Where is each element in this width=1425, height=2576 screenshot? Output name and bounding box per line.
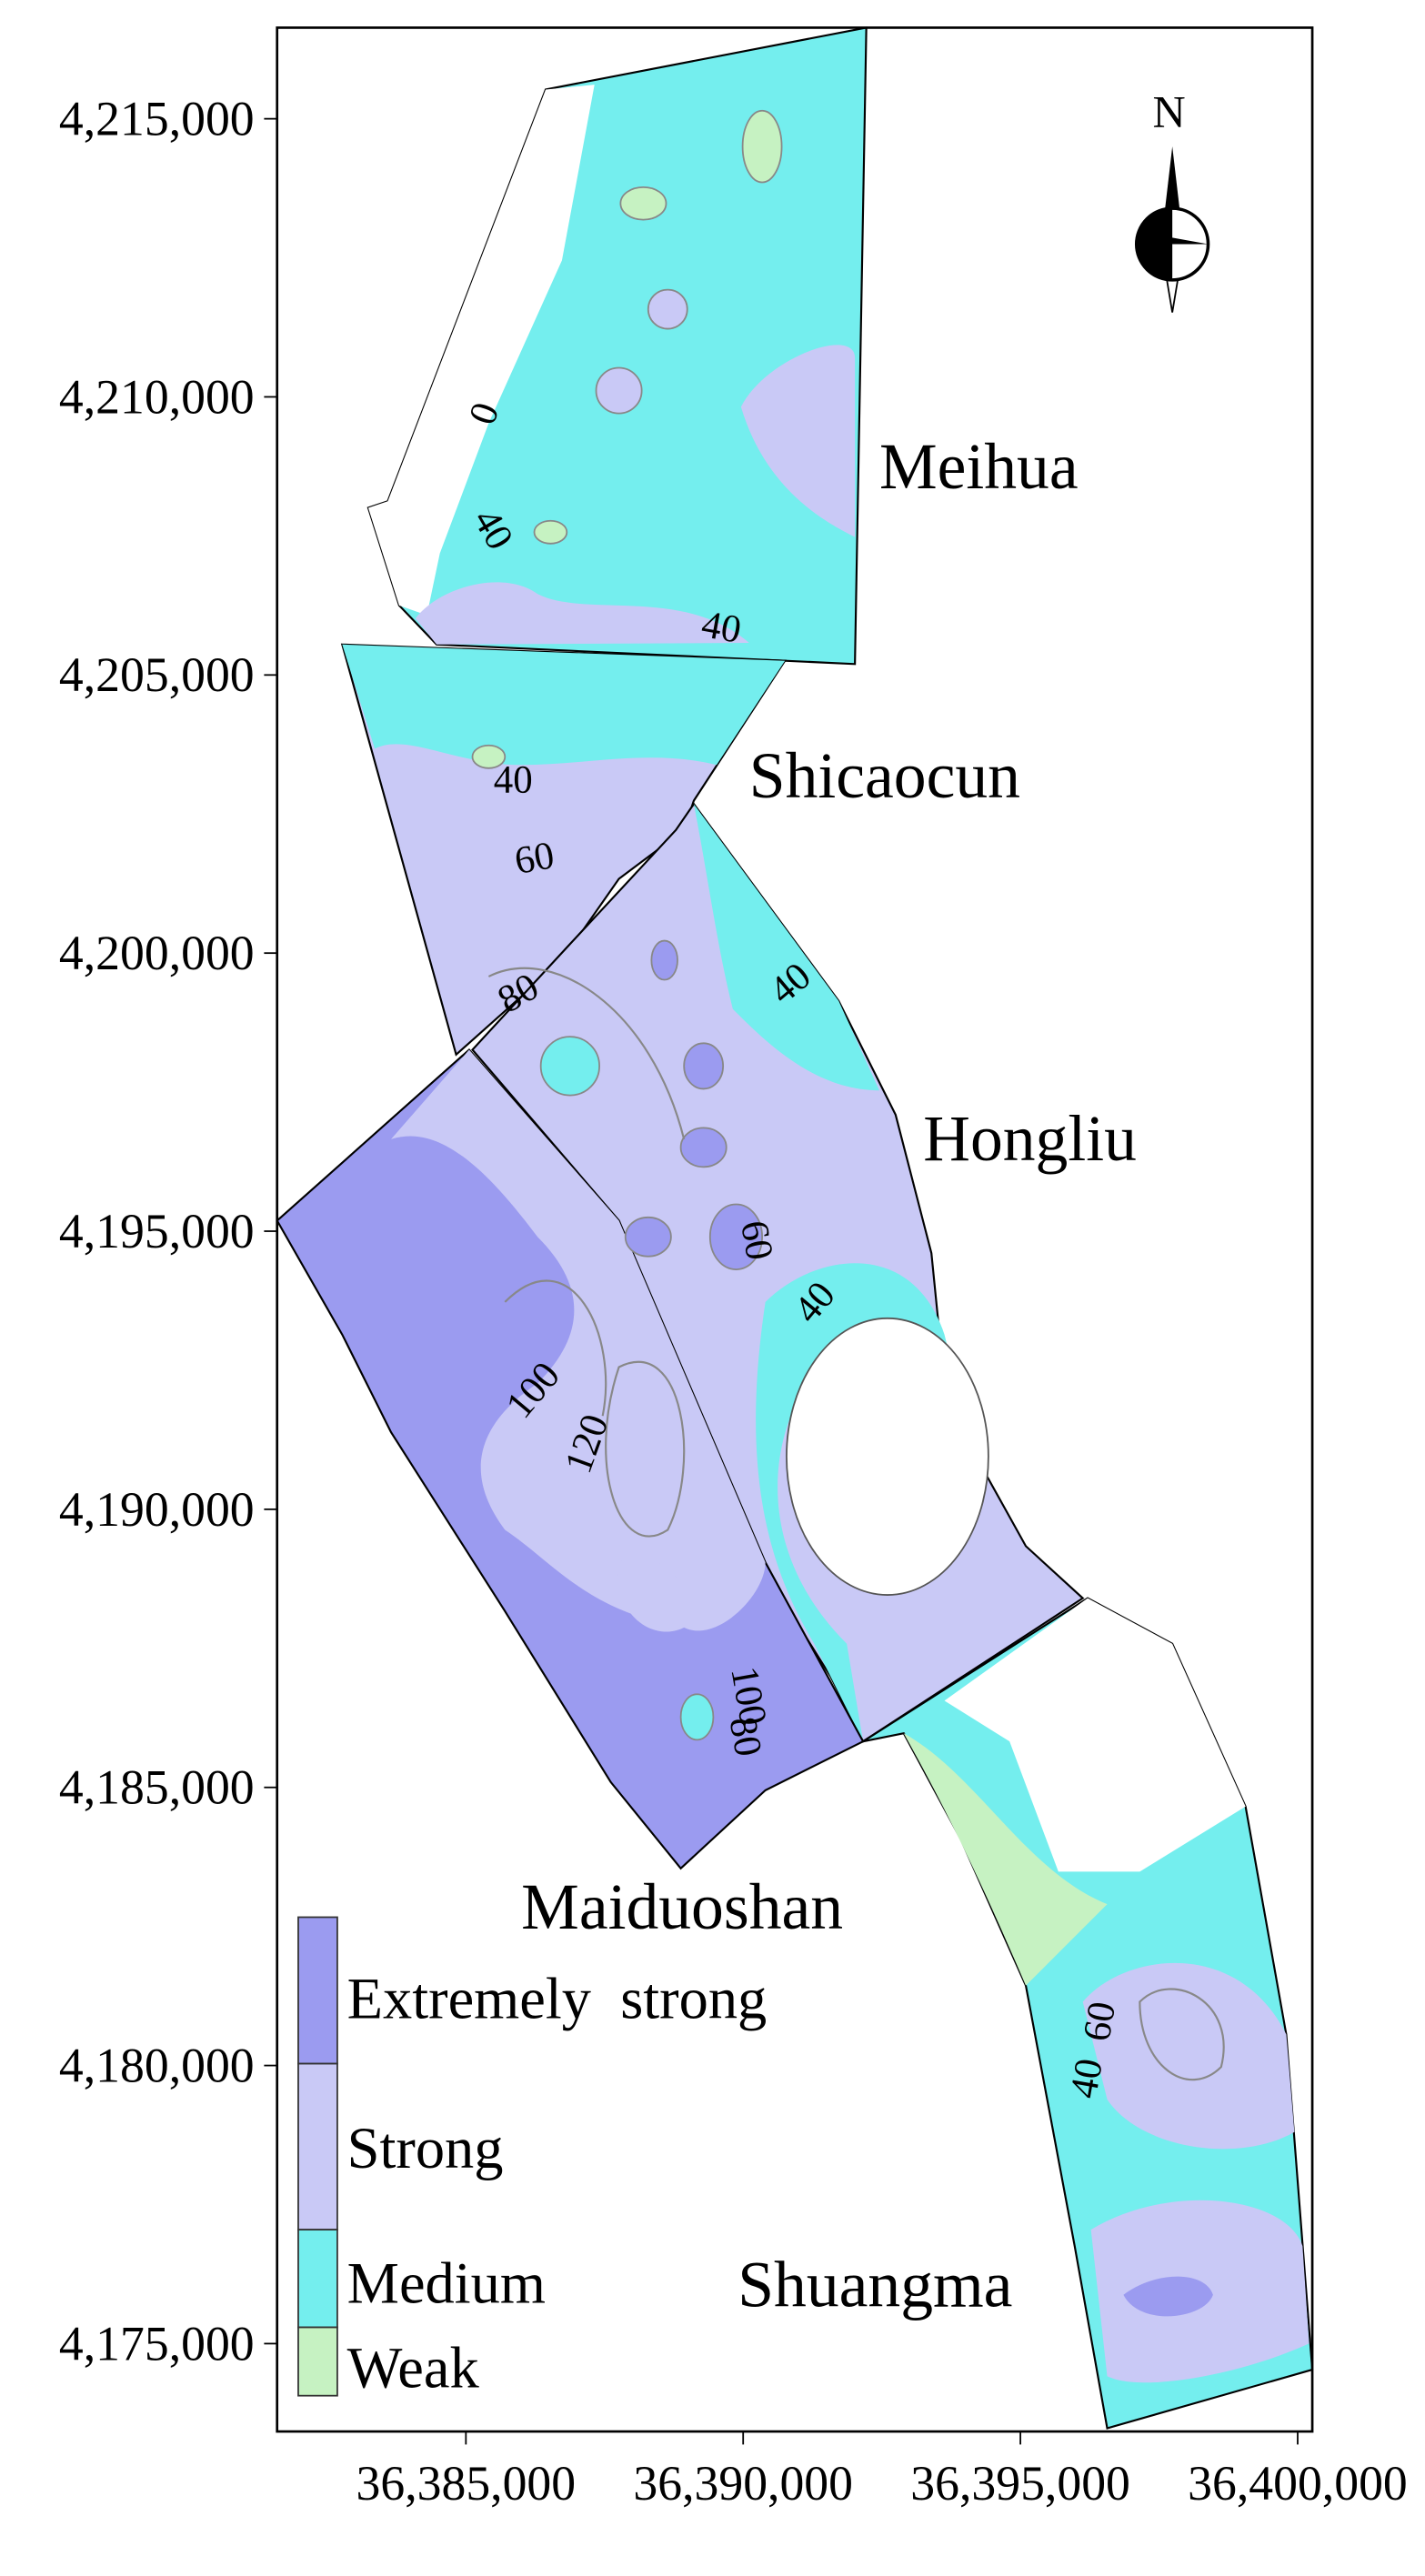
blob xyxy=(650,939,678,981)
meihua-strong xyxy=(740,345,856,537)
y-tick-label: 4,180,000 xyxy=(59,2038,255,2092)
blob xyxy=(471,744,507,769)
blob xyxy=(708,1203,763,1270)
contour-label: 100 xyxy=(722,1663,774,1729)
legend-swatch xyxy=(297,2326,338,2397)
blob xyxy=(619,185,667,221)
shuangma-blank xyxy=(944,1598,1246,1872)
region-label: Shuangma xyxy=(738,2249,1012,2320)
y-tick-label: 4,210,000 xyxy=(59,369,255,424)
y-tick-label: 4,215,000 xyxy=(59,92,255,146)
contour-label: 80 xyxy=(721,1714,770,1759)
region-label: Hongliu xyxy=(923,1103,1137,1175)
contour xyxy=(504,1279,607,1417)
map-frame xyxy=(276,26,1314,2433)
shicaocun-medium xyxy=(342,644,786,766)
contour-label: 60 xyxy=(1076,1999,1125,2044)
blob xyxy=(539,1036,600,1097)
blob xyxy=(741,109,783,184)
meihua-strong-2 xyxy=(415,582,749,645)
region-label: Shicaocun xyxy=(749,740,1020,812)
legend-label: Medium xyxy=(347,2251,546,2316)
blob xyxy=(595,366,643,415)
legend-label: Weak xyxy=(347,2336,480,2401)
region-label: Meihua xyxy=(879,431,1079,503)
meihua-area xyxy=(366,26,868,666)
axes: 36,385,000 36,390,000 36,395,000 36,400,000… xyxy=(59,92,1408,2511)
x-tick-label: 36,385,000 xyxy=(356,2456,577,2511)
contour xyxy=(605,1360,686,1538)
contour-label: 60 xyxy=(511,834,557,883)
north-arrow xyxy=(1134,146,1210,313)
blob xyxy=(533,519,568,545)
legend-swatch xyxy=(297,2062,338,2231)
shuangma-extreme xyxy=(1123,2276,1213,2317)
y-tick-label: 4,190,000 xyxy=(59,1482,255,1537)
blob xyxy=(683,1042,725,1090)
x-tick-label: 36,390,000 xyxy=(633,2456,853,2511)
y-tick-label: 4,200,000 xyxy=(59,926,255,980)
map-regions xyxy=(276,26,1314,2430)
y-tick-label: 4,195,000 xyxy=(59,1204,255,1258)
legend-label: Strong xyxy=(347,2116,504,2180)
north-label: N xyxy=(1152,86,1185,137)
legend-swatch xyxy=(297,2229,338,2329)
meihua-blank xyxy=(367,85,595,616)
blob xyxy=(679,1693,715,1741)
maiduoshan-strong xyxy=(391,1049,766,1631)
contour-label: 40 xyxy=(1062,2056,1111,2101)
legend: Extremely strong Strong Medium Weak xyxy=(297,1916,768,2401)
y-tick-label: 4,205,000 xyxy=(59,647,255,702)
x-tick-label: 36,400,000 xyxy=(1188,2456,1408,2511)
region-label: Maiduoshan xyxy=(521,1871,843,1943)
blob xyxy=(624,1216,672,1258)
shuangma-strong xyxy=(1082,1962,1295,2150)
blob xyxy=(647,288,688,330)
contour-label: 40 xyxy=(494,759,533,802)
lake xyxy=(786,1317,989,1596)
contour xyxy=(1139,1988,1225,2081)
maiduoshan-strong-2 xyxy=(617,1558,687,1632)
legend-label: Extremely strong xyxy=(347,1966,768,2030)
hongliu-medium xyxy=(693,804,879,1091)
y-tick-label: 4,175,000 xyxy=(59,2316,255,2371)
shuangma-weak xyxy=(903,1733,1108,1986)
blob xyxy=(679,1127,728,1168)
contour-label: 60 xyxy=(732,1218,781,1263)
x-tick-label: 36,395,000 xyxy=(910,2456,1130,2511)
y-tick-label: 4,185,000 xyxy=(59,1760,255,1815)
contour xyxy=(487,967,686,1140)
legend-swatch xyxy=(297,1916,338,2065)
contour-label: 40 xyxy=(698,603,744,652)
